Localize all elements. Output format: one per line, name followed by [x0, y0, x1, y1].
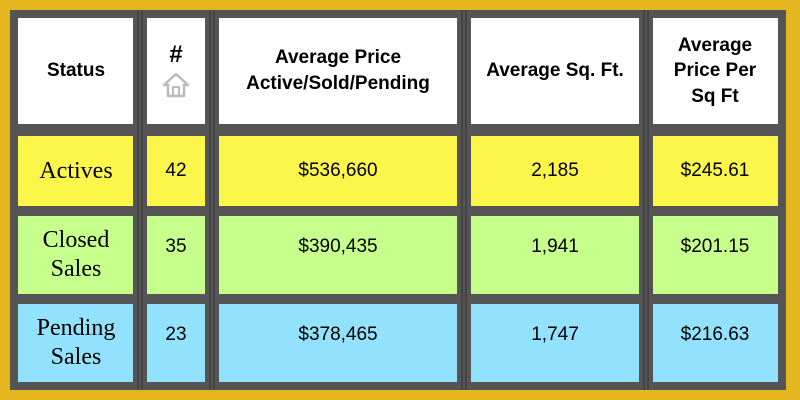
avg-sqft-value: 1,747	[531, 324, 579, 345]
header-ppsf-line1: Average	[677, 34, 753, 56]
header-avg-sqft-label: Average Sq. Ft.	[486, 60, 624, 82]
table-row-price-per-sqft: $245.61	[652, 136, 778, 206]
header-count: #	[146, 18, 206, 124]
table-row-status: Actives	[18, 136, 134, 206]
price-per-sqft-value: $201.15	[680, 236, 750, 257]
column-divider	[133, 10, 147, 390]
status-line1: Pending	[36, 315, 116, 342]
avg-price-value: $390,435	[298, 236, 378, 257]
table-row-count: 35	[146, 216, 206, 294]
header-avg-price: Average Price Active/Sold/Pending	[218, 18, 458, 124]
header-status-label: Status	[46, 60, 106, 82]
column-divider	[205, 10, 219, 390]
header-avg-price-line1: Average Price	[274, 47, 402, 69]
status-line2: Sales	[50, 344, 102, 370]
market-stats-table: Status # Average Price Active/Sold/Pendi…	[10, 10, 786, 390]
count-value: 35	[165, 236, 187, 257]
table-row-count: 42	[146, 136, 206, 206]
header-avg-sqft: Average Sq. Ft.	[470, 18, 640, 124]
table-row-price-per-sqft: $216.63	[652, 304, 778, 382]
table-row-status: Pending Sales	[18, 304, 134, 382]
header-price-per-sqft: Average Price Per Sq Ft	[652, 18, 778, 124]
table-row-avg-price: $536,660	[218, 136, 458, 206]
table-row-avg-sqft: 2,185	[470, 136, 640, 206]
header-ppsf-line2: Price Per	[673, 60, 757, 82]
count-value: 42	[165, 160, 187, 181]
header-ppsf-line3: Sq Ft	[691, 85, 739, 107]
header-avg-price-line2: Active/Sold/Pending	[246, 73, 430, 94]
count-value: 23	[165, 324, 187, 345]
table-row-avg-price: $378,465	[218, 304, 458, 382]
table-row-count: 23	[146, 304, 206, 382]
avg-price-value: $536,660	[298, 160, 378, 181]
status-line2: Sales	[50, 256, 102, 282]
table-row-avg-sqft: 1,747	[470, 304, 640, 382]
price-per-sqft-value: $245.61	[680, 160, 750, 181]
home-icon	[162, 72, 190, 98]
status-line1: Closed	[42, 227, 110, 254]
avg-sqft-value: 1,941	[531, 236, 579, 257]
status-line1: Actives	[39, 157, 113, 184]
price-per-sqft-value: $216.63	[680, 324, 750, 345]
table-row-status: Closed Sales	[18, 216, 134, 294]
header-status: Status	[18, 18, 134, 124]
column-divider	[457, 10, 471, 390]
table-row-avg-price: $390,435	[218, 216, 458, 294]
column-divider	[639, 10, 653, 390]
avg-price-value: $378,465	[298, 324, 378, 345]
avg-sqft-value: 2,185	[531, 160, 579, 181]
header-count-label: #	[169, 41, 183, 68]
table-row-price-per-sqft: $201.15	[652, 216, 778, 294]
table-row-avg-sqft: 1,941	[470, 216, 640, 294]
